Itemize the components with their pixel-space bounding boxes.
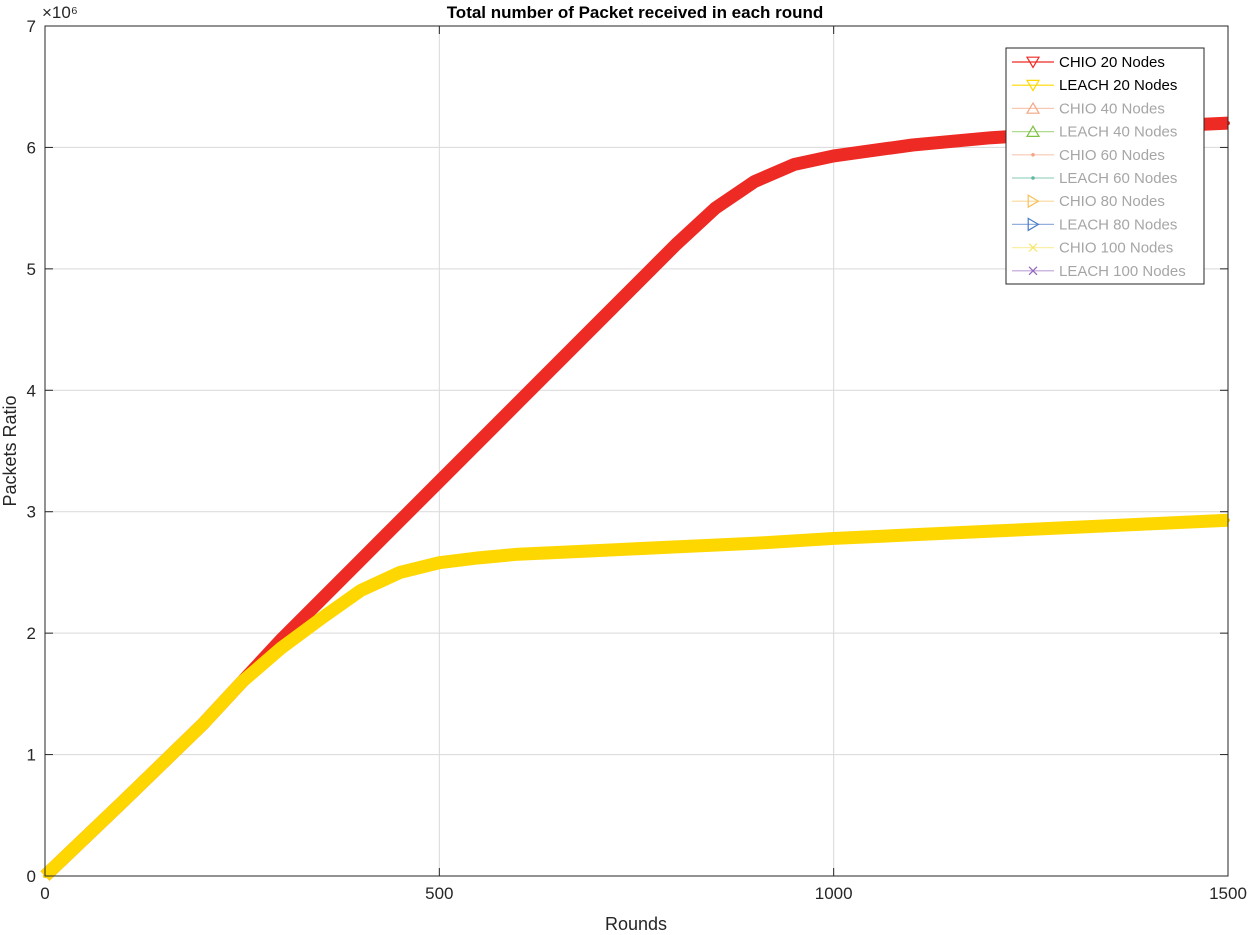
x-axis-label: Rounds bbox=[605, 914, 667, 934]
legend-label: LEACH 100 Nodes bbox=[1059, 263, 1186, 280]
grid-lines bbox=[45, 26, 1228, 876]
y-axis-label: Packets Ratio bbox=[0, 395, 20, 506]
series-point bbox=[792, 162, 797, 167]
series-point bbox=[831, 153, 836, 158]
series-point bbox=[752, 179, 757, 184]
legend-marker bbox=[1031, 153, 1035, 157]
x-tick-label: 1000 bbox=[815, 884, 853, 903]
series-point bbox=[1147, 521, 1152, 526]
series-point bbox=[713, 206, 718, 211]
series-point bbox=[437, 479, 442, 484]
legend-label: CHIO 20 Nodes bbox=[1059, 54, 1165, 71]
legend-marker bbox=[1031, 176, 1035, 180]
legend-entry: CHIO 80 Nodes bbox=[1012, 193, 1165, 210]
series-point bbox=[595, 321, 600, 326]
legend-marker bbox=[1027, 217, 1040, 232]
legend-label: CHIO 80 Nodes bbox=[1059, 193, 1165, 210]
series-point bbox=[319, 616, 324, 621]
series-point bbox=[752, 541, 757, 546]
y-tick-label: 3 bbox=[27, 503, 36, 522]
legend-label: LEACH 80 Nodes bbox=[1059, 216, 1177, 233]
series-point bbox=[516, 400, 521, 405]
legend-entry: LEACH 20 Nodes bbox=[1012, 77, 1177, 94]
legend-entry: CHIO 60 Nodes bbox=[1012, 147, 1165, 164]
legend-marker bbox=[1025, 125, 1041, 137]
plot-frame bbox=[44, 25, 1229, 877]
y-tick-label: 5 bbox=[27, 260, 36, 279]
y-exponent-label: ×10⁶ bbox=[42, 3, 78, 22]
legend-label: LEACH 60 Nodes bbox=[1059, 170, 1177, 187]
legend-label: LEACH 40 Nodes bbox=[1059, 124, 1177, 141]
x-tick-label: 1500 bbox=[1209, 884, 1247, 903]
legend-marker bbox=[1025, 56, 1041, 69]
y-tick-label: 6 bbox=[27, 138, 36, 157]
series-point bbox=[595, 548, 600, 553]
y-tick-label: 4 bbox=[27, 381, 36, 400]
legend-entry: CHIO 40 Nodes bbox=[1012, 100, 1165, 117]
legend-marker bbox=[1028, 266, 1038, 276]
legend-marker bbox=[1028, 243, 1038, 253]
legend-label: LEACH 20 Nodes bbox=[1059, 77, 1177, 94]
legend-label: CHIO 100 Nodes bbox=[1059, 240, 1173, 257]
series-point bbox=[831, 536, 836, 541]
series-point bbox=[910, 532, 915, 537]
legend-entry: CHIO 100 Nodes bbox=[1012, 240, 1173, 257]
legend-entry: CHIO 20 Nodes bbox=[1012, 54, 1165, 71]
chart-title: Total number of Packet received in each … bbox=[447, 3, 824, 22]
series-point bbox=[279, 645, 284, 650]
y-tick-label: 1 bbox=[27, 746, 36, 765]
series-point bbox=[240, 679, 245, 684]
series-point bbox=[989, 135, 994, 140]
x-tick-label: 500 bbox=[425, 884, 453, 903]
y-tick-label: 7 bbox=[27, 17, 36, 36]
series-point bbox=[437, 560, 442, 565]
legend-entry: LEACH 100 Nodes bbox=[1012, 263, 1186, 280]
series-point bbox=[397, 570, 402, 575]
axis-ticks: 0 500 1000 1500 0 1 2 3 4 5 6 7 bbox=[27, 17, 1247, 903]
series-point bbox=[989, 529, 994, 534]
legend-marker bbox=[1027, 194, 1040, 209]
y-tick-label: 0 bbox=[27, 867, 36, 886]
series-point bbox=[516, 552, 521, 557]
legend-entry: LEACH 60 Nodes bbox=[1012, 170, 1177, 187]
series-layer bbox=[40, 116, 1230, 881]
series-line bbox=[40, 513, 1229, 881]
series-point bbox=[1068, 525, 1073, 530]
series-point bbox=[358, 588, 363, 593]
series-point bbox=[673, 242, 678, 247]
series-point bbox=[476, 555, 481, 560]
chart-legend: CHIO 20 Nodes LEACH 20 Nodes CHIO 40 Nodes… bbox=[1005, 47, 1205, 285]
legend-box bbox=[1005, 47, 1205, 285]
legend-label: CHIO 60 Nodes bbox=[1059, 147, 1165, 164]
series-point bbox=[200, 722, 205, 727]
y-tick-label: 2 bbox=[27, 624, 36, 643]
legend-entry: LEACH 80 Nodes bbox=[1012, 216, 1177, 233]
series-point bbox=[673, 544, 678, 549]
series-point bbox=[910, 143, 915, 147]
x-tick-label: 0 bbox=[40, 884, 49, 903]
legend-marker bbox=[1025, 101, 1041, 114]
series-point bbox=[358, 558, 363, 563]
legend-marker bbox=[1025, 79, 1041, 92]
legend-entry: LEACH 40 Nodes bbox=[1012, 124, 1177, 141]
series-point bbox=[121, 798, 126, 803]
legend-label: CHIO 40 Nodes bbox=[1059, 100, 1165, 117]
